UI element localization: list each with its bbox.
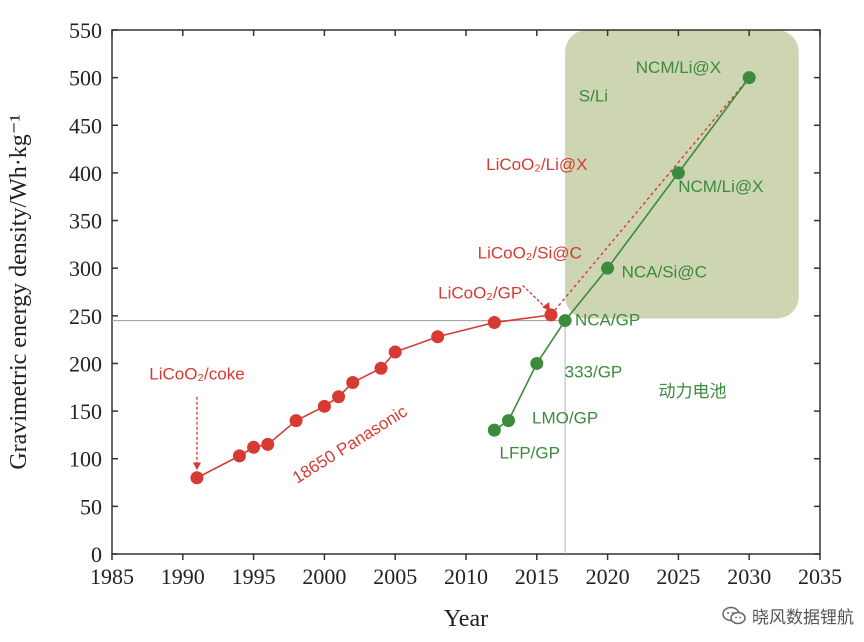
y-tick-label: 250 bbox=[69, 304, 102, 329]
annotation-label: LMO/GP bbox=[532, 408, 598, 427]
data-point bbox=[232, 449, 246, 463]
x-tick-label: 2025 bbox=[656, 564, 700, 589]
annotation-label: NCM/Li@X bbox=[678, 177, 763, 196]
x-tick-label: 2000 bbox=[302, 564, 346, 589]
y-tick-label: 50 bbox=[80, 494, 102, 519]
y-tick-label: 0 bbox=[91, 542, 102, 567]
x-tick-label: 1985 bbox=[90, 564, 134, 589]
y-axis-title: Gravimetric energy density/Wh·kg⁻¹ bbox=[6, 114, 32, 469]
annotation-label: S/Li bbox=[579, 86, 608, 105]
x-axis-title: Year bbox=[444, 606, 488, 632]
y-tick-label: 500 bbox=[69, 66, 102, 91]
sic-arrow-line bbox=[522, 284, 549, 311]
y-tick-label: 450 bbox=[69, 113, 102, 138]
wechat-icon bbox=[722, 606, 746, 624]
x-tick-label: 2030 bbox=[727, 564, 771, 589]
annotation-label: 333/GP bbox=[565, 363, 623, 382]
coke-arrow-head bbox=[192, 462, 201, 471]
annotation-label: 动力电池 bbox=[659, 382, 727, 401]
y-tick-label: 400 bbox=[69, 161, 102, 186]
x-tick-label: 1995 bbox=[232, 564, 276, 589]
y-tick-label: 550 bbox=[69, 18, 102, 43]
watermark-text: 晓风数据锂航 bbox=[752, 608, 854, 628]
data-point bbox=[346, 376, 360, 390]
data-point bbox=[558, 314, 572, 328]
annotation-label: LiCoO₂/coke bbox=[149, 365, 244, 384]
annotation-label: LiCoO₂/GP bbox=[438, 284, 522, 303]
data-point bbox=[332, 390, 346, 404]
data-point bbox=[530, 356, 544, 370]
x-tick-label: 2020 bbox=[586, 564, 630, 589]
annotation-label: NCM/Li@X bbox=[636, 58, 721, 77]
x-tick-label: 2015 bbox=[515, 564, 559, 589]
data-point bbox=[388, 345, 402, 359]
series-line-0 bbox=[196, 314, 552, 479]
annotation-label: LiCoO₂/Li@X bbox=[486, 155, 587, 174]
y-tick-label: 150 bbox=[69, 399, 102, 424]
data-point bbox=[601, 261, 615, 275]
y-tick-label: 200 bbox=[69, 351, 102, 376]
data-point bbox=[261, 437, 275, 451]
data-point bbox=[317, 399, 331, 413]
x-tick-label: 1990 bbox=[161, 564, 205, 589]
data-point bbox=[671, 166, 685, 180]
annotation-label: NCA/GP bbox=[575, 310, 640, 329]
x-tick-label: 2005 bbox=[373, 564, 417, 589]
watermark: 晓风数据锂航 bbox=[722, 603, 854, 628]
y-tick-label: 350 bbox=[69, 209, 102, 234]
data-point bbox=[247, 440, 261, 454]
data-point bbox=[487, 423, 501, 437]
data-point bbox=[501, 414, 515, 428]
data-point bbox=[289, 414, 303, 428]
x-tick-label: 2010 bbox=[444, 564, 488, 589]
data-point bbox=[487, 315, 501, 329]
data-point bbox=[190, 471, 204, 485]
data-point bbox=[742, 71, 756, 85]
sic-arrow-head bbox=[542, 302, 551, 312]
x-tick-label: 2035 bbox=[798, 564, 842, 589]
data-point bbox=[374, 361, 388, 375]
annotation-label: LFP/GP bbox=[499, 444, 559, 463]
data-point bbox=[431, 330, 445, 344]
annotation-label: NCA/Si@C bbox=[622, 263, 707, 282]
data-point bbox=[544, 308, 558, 322]
annotation-label: LiCoO₂/Si@C bbox=[478, 244, 582, 263]
y-tick-label: 300 bbox=[69, 256, 102, 281]
y-tick-label: 100 bbox=[69, 447, 102, 472]
